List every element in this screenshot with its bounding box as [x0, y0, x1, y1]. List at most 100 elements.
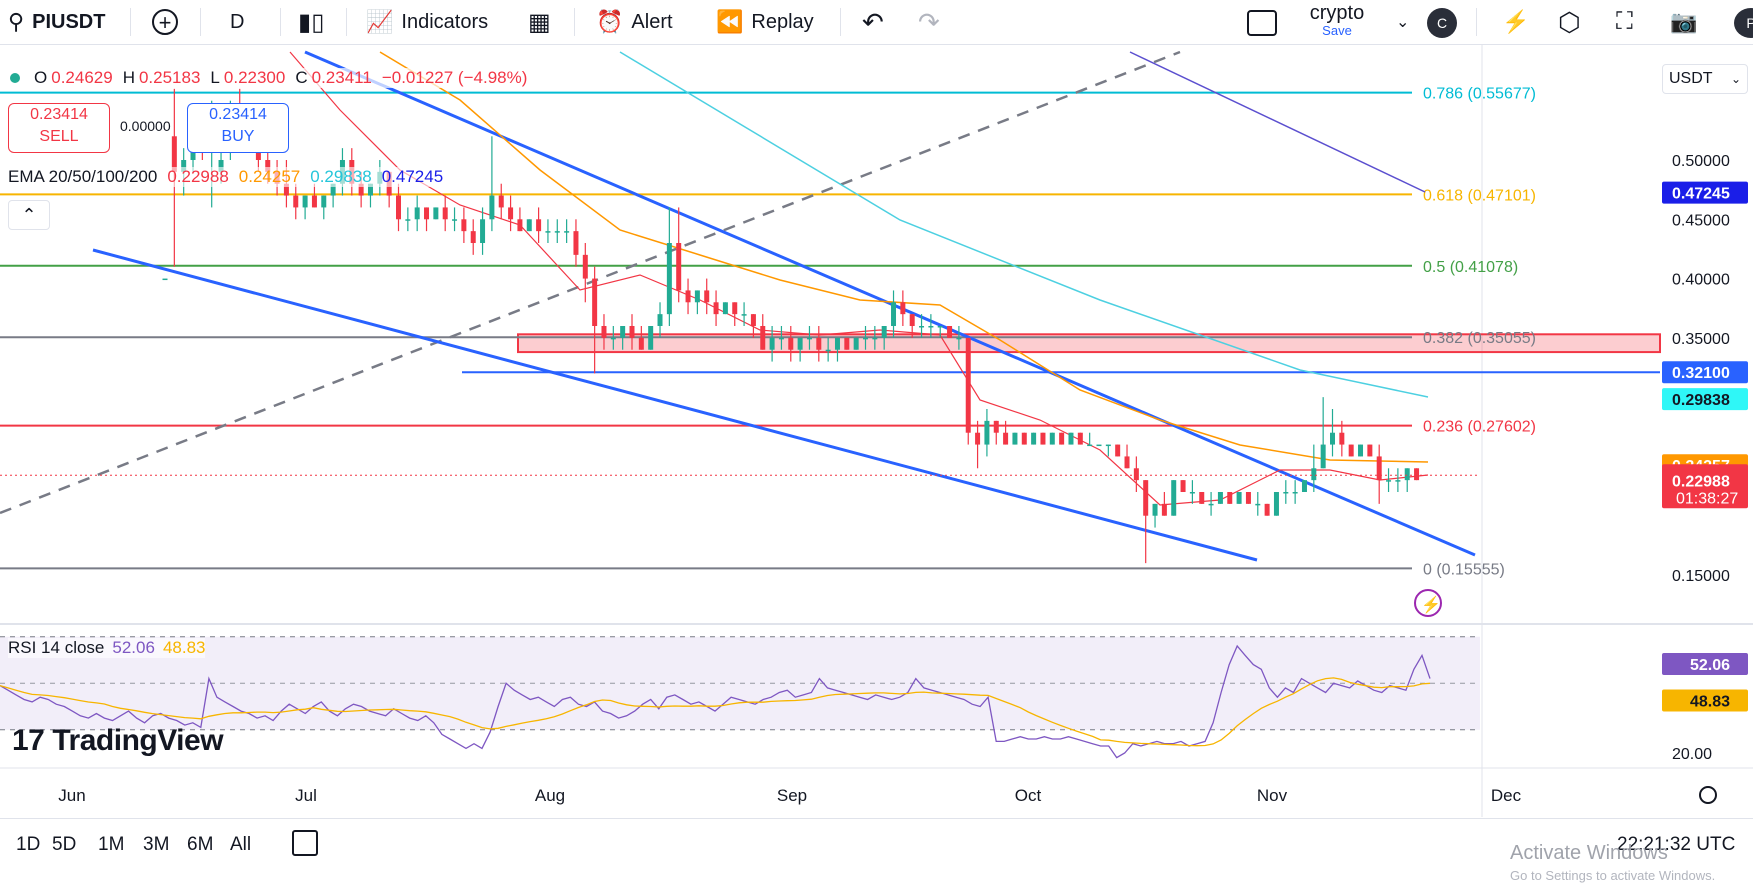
interval-button[interactable]: D [230, 0, 244, 44]
event-marker-icon [1414, 589, 1442, 617]
range-button-3m[interactable]: 3M [143, 834, 170, 855]
quick-search-button[interactable]: ⚡ [1502, 0, 1537, 44]
candle-up [610, 337, 616, 340]
candle-down [171, 136, 177, 172]
candle-down [1227, 492, 1233, 504]
chart-type-button[interactable]: ▮▯ [298, 0, 332, 44]
range-button-all[interactable]: All [230, 834, 252, 855]
spread-value: 0.00000 [120, 118, 171, 134]
price-tag: 0.29838 [1662, 388, 1748, 411]
candle-down [1264, 503, 1270, 516]
utc-clock[interactable]: 22:21:32 UTC [1617, 834, 1736, 855]
range-button-5d[interactable]: 5D [52, 834, 77, 855]
candle-down [396, 195, 401, 220]
close-value: 0.23411 [311, 68, 372, 87]
rewind-icon: ⏪ [716, 9, 744, 34]
candle-up [1301, 480, 1307, 492]
candle-up [919, 326, 925, 328]
candle-down [1133, 468, 1139, 481]
ema-legend[interactable]: EMA 20/50/100/200 0.22988 0.24257 0.2983… [8, 167, 444, 187]
redo-button[interactable]: ↷ [918, 0, 940, 44]
grid-icon: ▦ [528, 8, 551, 36]
indicators-button[interactable]: 📈 Indicators [366, 0, 488, 44]
candle-up [722, 302, 728, 315]
candles-icon: ▮▯ [298, 8, 325, 36]
range-button-1m[interactable]: 1M [98, 834, 125, 855]
save-label: Save [1322, 23, 1352, 38]
currency-select[interactable]: USDT ⌄ [1662, 64, 1748, 94]
price-tag-text: 0.47245 [1672, 186, 1730, 203]
undo-icon: ↶ [862, 6, 884, 37]
candle-up [825, 349, 831, 352]
candle-down [993, 420, 999, 433]
rsi-tag-bg [1662, 689, 1748, 712]
buy-price: 0.23414 [209, 106, 267, 123]
templates-button[interactable]: ▦ [528, 0, 559, 44]
ema20-value: 0.22988 [167, 167, 229, 186]
candle-down [965, 337, 971, 433]
sell-price: 0.23414 [30, 106, 88, 123]
time-tick-label: Jun [58, 786, 85, 805]
sell-button[interactable]: 0.23414 SELL [8, 103, 110, 153]
lower-channel-line [92, 248, 1258, 562]
price-chart[interactable]: 0.786 (0.55677) 0.618 (0.47101) 0.5 (0.410… [0, 45, 1753, 817]
candle-down [1059, 432, 1065, 445]
publish-button[interactable]: P [1734, 8, 1753, 38]
divider [1476, 8, 1477, 36]
buy-button[interactable]: 0.23414 BUY [187, 103, 289, 153]
ema200-value: 0.47245 [381, 167, 444, 186]
indicators-label: Indicators [401, 10, 489, 33]
symbol-search[interactable]: ⚲ PIUSDT [8, 0, 105, 44]
collapse-legend-button[interactable]: ⌃ [8, 200, 50, 230]
candle-down [582, 254, 588, 279]
rsi-tag-text: 48.83 [1690, 693, 1730, 710]
candle-up [666, 243, 672, 315]
candle-up [452, 219, 458, 221]
layout-dropdown[interactable]: ⌄ [1396, 0, 1409, 44]
price-tick-label: 0.15000 [1672, 568, 1730, 585]
ohlc-legend: O 0.24629 H 0.25183 L 0.22300 C 0.23411 −0.0… [10, 68, 534, 88]
chevron-up-icon: ⌃ [21, 205, 37, 225]
gear-icon: ⬡ [1558, 6, 1581, 37]
rsi-legend[interactable]: RSI 14 close 52.06 48.83 [8, 638, 206, 658]
range-button-6m[interactable]: 6M [187, 834, 214, 855]
candle-down [816, 337, 822, 350]
replay-button[interactable]: ⏪ Replay [716, 0, 814, 44]
divider [840, 8, 841, 36]
rsi-ma-line [0, 677, 1431, 747]
candle-up [1395, 480, 1401, 482]
candle-down [1040, 432, 1046, 445]
candle-down [1339, 432, 1345, 445]
layout-name-button[interactable]: crypto Save [1306, 2, 1368, 38]
candle-up [937, 326, 943, 328]
price-tick-label: 0.40000 [1672, 272, 1730, 289]
candle-down [442, 207, 448, 220]
layout-select-icon[interactable] [1247, 10, 1277, 36]
compare-button[interactable]: + [152, 0, 178, 44]
activate-windows-subtext: Go to Settings to activate Windows. [1510, 868, 1716, 883]
low-label: L [210, 68, 220, 87]
goto-date-icon[interactable] [292, 830, 318, 856]
undo-button[interactable]: ↶ [862, 0, 884, 44]
candle-up [433, 207, 439, 220]
candle-up [1105, 444, 1111, 447]
tradingview-logo[interactable]: 17 TradingView [12, 724, 224, 758]
ema20-line [289, 51, 1429, 506]
open-label: O [34, 68, 48, 87]
time-tick-label: Aug [535, 786, 565, 805]
avatar[interactable]: C [1427, 8, 1457, 38]
candle-up [1171, 480, 1177, 516]
divider [346, 8, 347, 36]
screenshot-button[interactable]: 📷 [1670, 0, 1705, 44]
fib-level-label: 0.236 (0.27602) [1423, 419, 1536, 436]
fullscreen-button[interactable]: ⛶ [1616, 0, 1641, 44]
candle-down [704, 290, 710, 303]
range-button-1d[interactable]: 1D [16, 834, 41, 855]
settings-button[interactable]: ⬡ [1558, 0, 1589, 44]
candle-down [1021, 432, 1027, 445]
fib-level-label: 0.5 (0.41078) [1423, 259, 1518, 276]
price-tag-bg [1662, 469, 1748, 492]
ema200-line [1129, 51, 1426, 193]
alert-button[interactable]: ⏰ Alert [596, 0, 673, 44]
upper-channel-line [304, 50, 1476, 557]
